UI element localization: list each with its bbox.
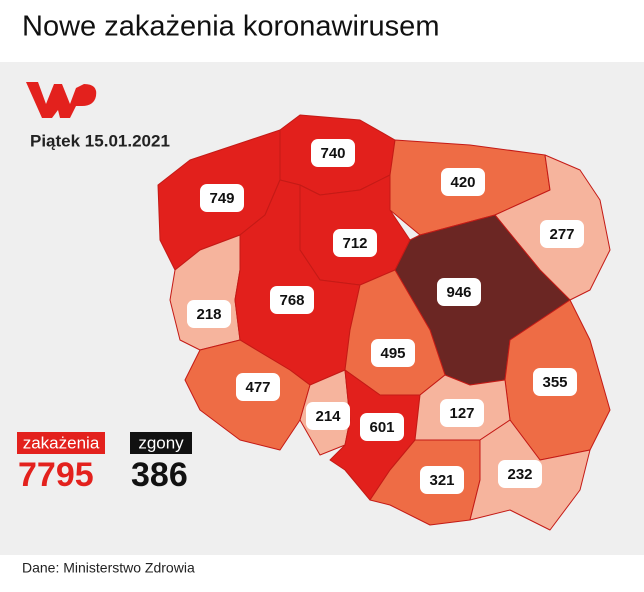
source: Dane: Ministerstwo Zdrowia [22,560,195,576]
region-value: 712 [342,235,367,252]
label-box [533,368,577,396]
region-value: 749 [209,190,234,207]
label-box [420,466,464,494]
region-value: 420 [450,174,475,191]
cases-badge [17,432,105,454]
label-box [236,373,280,401]
region-labels: 749 740 420 277 712 218 768 946 495 355 477 214 601 1… [187,139,584,494]
label-box [360,413,404,441]
region-value: 740 [320,145,345,162]
label-box [441,168,485,196]
region-value: 277 [549,226,574,243]
label-box [540,220,584,248]
label-box [437,278,481,306]
label-box [187,300,231,328]
label-box [270,286,314,314]
region-value: 768 [279,292,304,309]
region-value: 127 [449,405,474,422]
region-value: 355 [542,374,567,391]
label-box [371,339,415,367]
label-box [311,139,355,167]
label-box [333,229,377,257]
cases-label: zakażenia [23,433,100,452]
region-value: 601 [369,419,394,436]
region-value: 214 [315,408,341,425]
label-box [306,402,350,430]
label-box [440,399,484,427]
cases-total: 7795 [18,456,94,494]
region-value: 946 [446,284,471,301]
deaths-total: 386 [131,456,188,494]
region-value: 477 [245,379,270,396]
deaths-label: zgony [138,433,184,452]
wp-logo [26,82,97,118]
region-value: 495 [380,345,405,362]
date: Piątek 15.01.2021 [30,131,170,150]
region-value: 218 [196,306,221,323]
deaths-badge [130,432,192,454]
label-box [498,460,542,488]
label-box [200,184,244,212]
title: Nowe zakażenia koronawirusem [22,11,439,43]
region-value: 232 [507,466,532,483]
region-value: 321 [429,472,454,489]
